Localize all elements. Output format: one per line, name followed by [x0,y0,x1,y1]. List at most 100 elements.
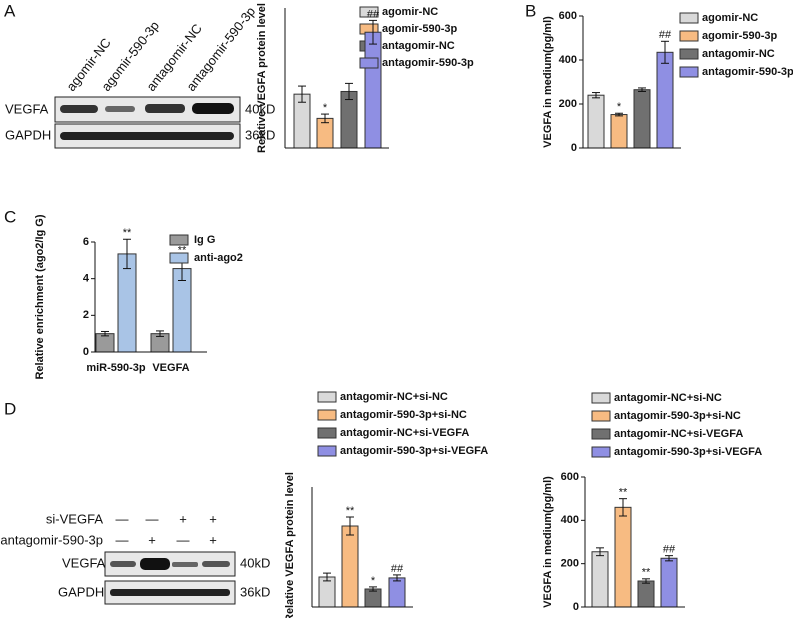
band [60,105,98,113]
legend-label: antagomir-590-3p+si-VEGFA [340,445,488,457]
panel-label: C [4,207,16,226]
y-tick-label: 200 [559,98,577,110]
bar [591,551,609,608]
legend-swatch [359,57,379,69]
lane-label: antagomir-590-3p [183,4,258,94]
band [140,558,170,570]
legend-label: agomir-590-3p [702,30,777,42]
size-label: 40kD [240,555,270,570]
significance: * [323,102,328,114]
bar [95,333,115,353]
bar [587,94,605,149]
significance: * [617,101,622,113]
legend-label: antagomir-590-3p+si-NC [614,410,741,422]
legend-label: antagomir-NC+si-NC [340,391,448,403]
legend-label: antagomir-NC [702,48,775,60]
legend-swatch [591,446,611,458]
legend-label: agomir-NC [382,6,438,18]
y-tick-label: 400 [561,514,579,526]
legend-swatch [679,30,699,42]
bar [637,580,655,608]
legend-label: antagomir-NC+si-VEGFA [340,427,469,439]
bar [656,51,674,149]
significance: * [371,575,376,587]
y-tick-label: 0 [573,601,579,613]
legend-swatch [591,410,611,422]
bar [614,506,632,608]
condition-label: si-VEGFA [46,511,103,526]
significance: ** [123,227,132,239]
legend-label: antagomir-NC [382,40,455,52]
legend-label: Ig G [194,234,215,246]
row-label: VEGFA [5,101,49,116]
legend-swatch [679,48,699,60]
y-axis-label: VEGFA in medium(pg/ml) [542,16,554,148]
y-tick-label: 0 [83,346,89,358]
significance: ## [391,563,404,575]
row-label: GAPDH [58,584,104,599]
y-tick-label: 400 [559,54,577,66]
sign: — [177,532,190,547]
legend-label: agomir-NC [702,12,758,24]
bar [318,576,336,608]
y-tick-label: 6 [83,236,89,248]
significance: ** [619,487,628,499]
legend-swatch [317,445,337,457]
legend-label: antagomir-590-3p+si-VEGFA [614,446,762,458]
y-tick-label: 600 [559,10,577,22]
panel-label: D [4,399,16,418]
x-tick-label: VEGFA [152,362,189,374]
size-label: 40kD [245,101,275,116]
bar [341,525,359,608]
bar [610,114,628,149]
band [60,132,234,140]
bar [660,557,678,608]
legend-swatch [169,234,189,246]
significance: ## [663,544,676,556]
sign: — [116,511,129,526]
x-tick-label: miR-590-3p [86,362,146,374]
legend-swatch [591,428,611,440]
panel-label: A [4,1,16,20]
band [192,103,234,114]
legend-label: agomir-590-3p [382,23,457,35]
band [145,104,185,113]
sign: + [148,532,156,547]
band [202,561,230,567]
legend-swatch [317,391,337,403]
y-tick-label: 200 [561,558,579,570]
significance: ## [367,8,380,20]
significance: ** [178,245,187,257]
significance: ** [642,567,651,579]
legend-swatch [679,66,699,78]
significance: ** [346,505,355,517]
y-tick-label: 0 [571,142,577,154]
size-label: 36kD [245,127,275,142]
y-axis-label: Relative VEGFA protein level [256,3,268,153]
condition-label: antagomir-590-3p [0,532,103,547]
bar [364,31,382,149]
legend-swatch [317,409,337,421]
y-axis-label: VEGFA in medium(pg/ml) [542,476,554,608]
legend-swatch [679,12,699,24]
y-tick-label: 2 [83,309,89,321]
legend-label: antagomir-590-3p [382,57,474,69]
row-label: GAPDH [5,127,51,142]
sign: + [209,511,217,526]
sign: — [146,511,159,526]
legend-label: antagomir-590-3p+si-NC [340,409,467,421]
legend-label: antagomir-NC+si-NC [614,392,722,404]
y-tick-label: 4 [83,273,90,285]
bar [388,577,406,608]
band [110,561,136,567]
legend-swatch [359,6,379,18]
y-axis-label: Relative VEGFA protein level [284,472,296,618]
y-tick-label: 600 [561,471,579,483]
legend-swatch [169,252,189,264]
panel-label: B [525,1,536,20]
sign: + [209,532,217,547]
size-label: 36kD [240,584,270,599]
band [172,562,198,567]
sign: + [179,511,187,526]
legend-swatch [591,392,611,404]
